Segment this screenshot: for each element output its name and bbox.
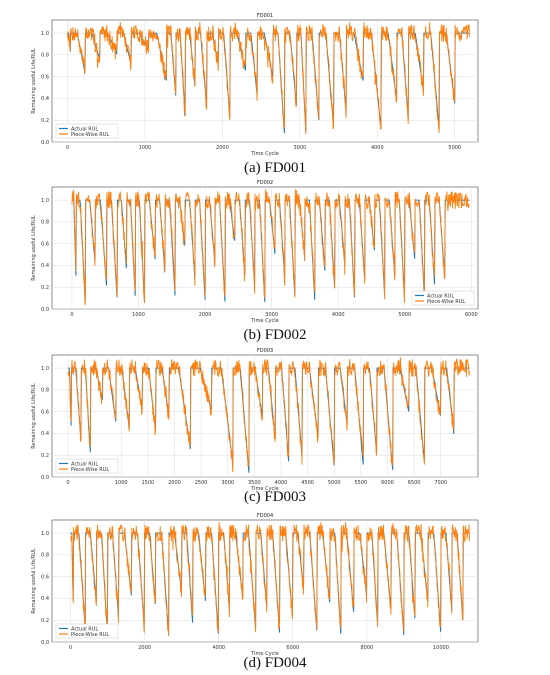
y-tick-label: 0.2 [41, 618, 49, 624]
caption-fd003: (c) FD003 [243, 489, 307, 505]
legend-box [411, 290, 475, 306]
chart-fd002: 0.0 0.2 0.4 0.6 0.8 1.0 0 1000 2000 3000 4000 5000 6… [31, 180, 479, 324]
x-tick-label: 0 [66, 145, 69, 151]
series-line-piece-wise-rul [71, 189, 470, 306]
y-tick-label: 0.6 [41, 74, 49, 80]
legend-box [55, 123, 119, 139]
x-tick-label: 2500 [195, 480, 208, 486]
legend-entry: Piece-Wise RUL [71, 132, 109, 138]
chart-title: FD001 [257, 13, 273, 19]
y-tick-label: 0.4 [41, 431, 49, 437]
x-tick-label: 7000 [434, 480, 447, 486]
y-tick-label: 0.4 [41, 263, 49, 269]
chart-panel-fd003: 0.0 0.2 0.4 0.6 0.8 1.0 0 1000 1500 2000 2500 3000 3… [0, 345, 550, 515]
y-tick-label: 1.0 [41, 366, 49, 372]
x-tick-label: 4500 [301, 480, 314, 486]
y-tick-label: 0.2 [41, 453, 49, 459]
chart-title: FD003 [257, 348, 273, 354]
y-tick-label: 0.2 [41, 118, 49, 124]
x-tick-label: 1000 [139, 145, 152, 151]
x-tick-label: 4000 [371, 145, 384, 151]
legend-entry: Actual RUL [71, 126, 98, 132]
y-axis-label: Remaining useful Life/RUL [31, 215, 37, 281]
chart-panel-fd001: 0.0 0.2 0.4 0.6 0.8 1.0 0 1000 2000 3000 4000 5000 F… [0, 10, 550, 176]
x-tick-label: 6000 [465, 312, 478, 318]
x-tick-label: 3000 [265, 312, 278, 318]
y-tick-label: 0.0 [41, 475, 49, 481]
chart-fd001: 0.0 0.2 0.4 0.6 0.8 1.0 0 1000 2000 3000 4000 5000 F… [31, 13, 479, 157]
y-axis-label: Remaining useful Life/RUL [31, 548, 37, 614]
legend-entry: Piece-Wise RUL [427, 299, 465, 305]
chart-fd004: 0.0 0.2 0.4 0.6 0.8 1.0 0 2000 4000 6000 8000 10000… [31, 513, 479, 657]
x-tick-label: 1500 [141, 480, 154, 486]
y-tick-label: 0.8 [41, 553, 49, 559]
chart-panel-fd002: 0.0 0.2 0.4 0.6 0.8 1.0 0 1000 2000 3000 4000 5000 6… [0, 177, 550, 347]
x-tick-label: 2000 [216, 145, 229, 151]
x-axis-label: Time Cycle [250, 486, 279, 492]
legend-entry: Piece-Wise RUL [71, 467, 109, 473]
y-tick-label: 0.6 [41, 574, 49, 580]
x-tick-label: 2000 [199, 312, 212, 318]
x-axis-label: Time Cycle [250, 318, 279, 324]
y-tick-label: 1.0 [41, 198, 49, 204]
y-tick-label: 0.4 [41, 596, 49, 602]
x-tick-label: 6000 [381, 480, 394, 486]
x-tick-label: 0 [69, 645, 72, 651]
x-tick-label: 3000 [221, 480, 234, 486]
legend-box [55, 623, 119, 639]
series-line-piece-wise-rul [67, 22, 470, 135]
y-tick-label: 0.2 [41, 285, 49, 291]
x-tick-label: 1000 [132, 312, 145, 318]
y-tick-label: 0.8 [41, 53, 49, 59]
legend-entry: Actual RUL [71, 626, 98, 632]
x-tick-label: 5000 [398, 312, 411, 318]
y-tick-label: 0.0 [41, 307, 49, 313]
chart-fd003: 0.0 0.2 0.4 0.6 0.8 1.0 0 1000 1500 2000 2500 3000 3… [31, 348, 479, 492]
x-tick-label: 1000 [115, 480, 128, 486]
x-tick-label: 4000 [212, 645, 225, 651]
x-tick-label: 6000 [286, 645, 299, 651]
x-tick-label: 3000 [293, 145, 306, 151]
x-tick-label: 0 [66, 480, 69, 486]
y-tick-label: 0.6 [41, 241, 49, 247]
y-tick-label: 1.0 [41, 531, 49, 537]
x-axis-label: Time Cycle [250, 651, 279, 657]
caption-fd002: (b) FD002 [243, 327, 307, 343]
legend-entry: Piece-Wise RUL [71, 632, 109, 638]
x-tick-label: 0 [70, 312, 73, 318]
series-line-piece-wise-rul [67, 357, 470, 473]
y-tick-label: 0.6 [41, 409, 49, 415]
legend-entry: Actual RUL [71, 461, 98, 467]
x-tick-label: 5000 [328, 480, 341, 486]
x-tick-label: 10000 [433, 645, 449, 651]
chart-title: FD002 [257, 180, 273, 186]
x-tick-label: 5500 [354, 480, 367, 486]
x-tick-label: 5000 [448, 145, 461, 151]
x-tick-label: 4000 [332, 312, 345, 318]
y-tick-label: 0.8 [41, 220, 49, 226]
y-tick-label: 1.0 [41, 31, 49, 37]
x-tick-label: 2000 [138, 645, 151, 651]
x-tick-label: 3500 [248, 480, 261, 486]
x-axis-label: Time Cycle [250, 151, 279, 157]
y-tick-label: 0.0 [41, 140, 49, 146]
y-axis-label: Remaining useful Life/RUL [31, 48, 37, 114]
y-axis-label: Remaining useful Life/RUL [31, 383, 37, 449]
y-tick-label: 0.8 [41, 388, 49, 394]
x-tick-label: 4000 [275, 480, 288, 486]
legend-box [55, 458, 119, 474]
chart-panel-fd004: 0.0 0.2 0.4 0.6 0.8 1.0 0 2000 4000 6000 8000 10000… [0, 510, 550, 675]
x-tick-label: 6500 [408, 480, 421, 486]
x-tick-label: 8000 [361, 645, 374, 651]
legend-entry: Actual RUL [427, 293, 454, 299]
caption-fd004: (d) FD004 [243, 655, 307, 671]
chart-title: FD004 [257, 513, 273, 519]
caption-fd001: (a) FD001 [243, 160, 307, 176]
x-tick-label: 2000 [168, 480, 181, 486]
series-line-piece-wise-rul [70, 522, 470, 636]
y-tick-label: 0.0 [41, 640, 49, 646]
y-tick-label: 0.4 [41, 96, 49, 102]
